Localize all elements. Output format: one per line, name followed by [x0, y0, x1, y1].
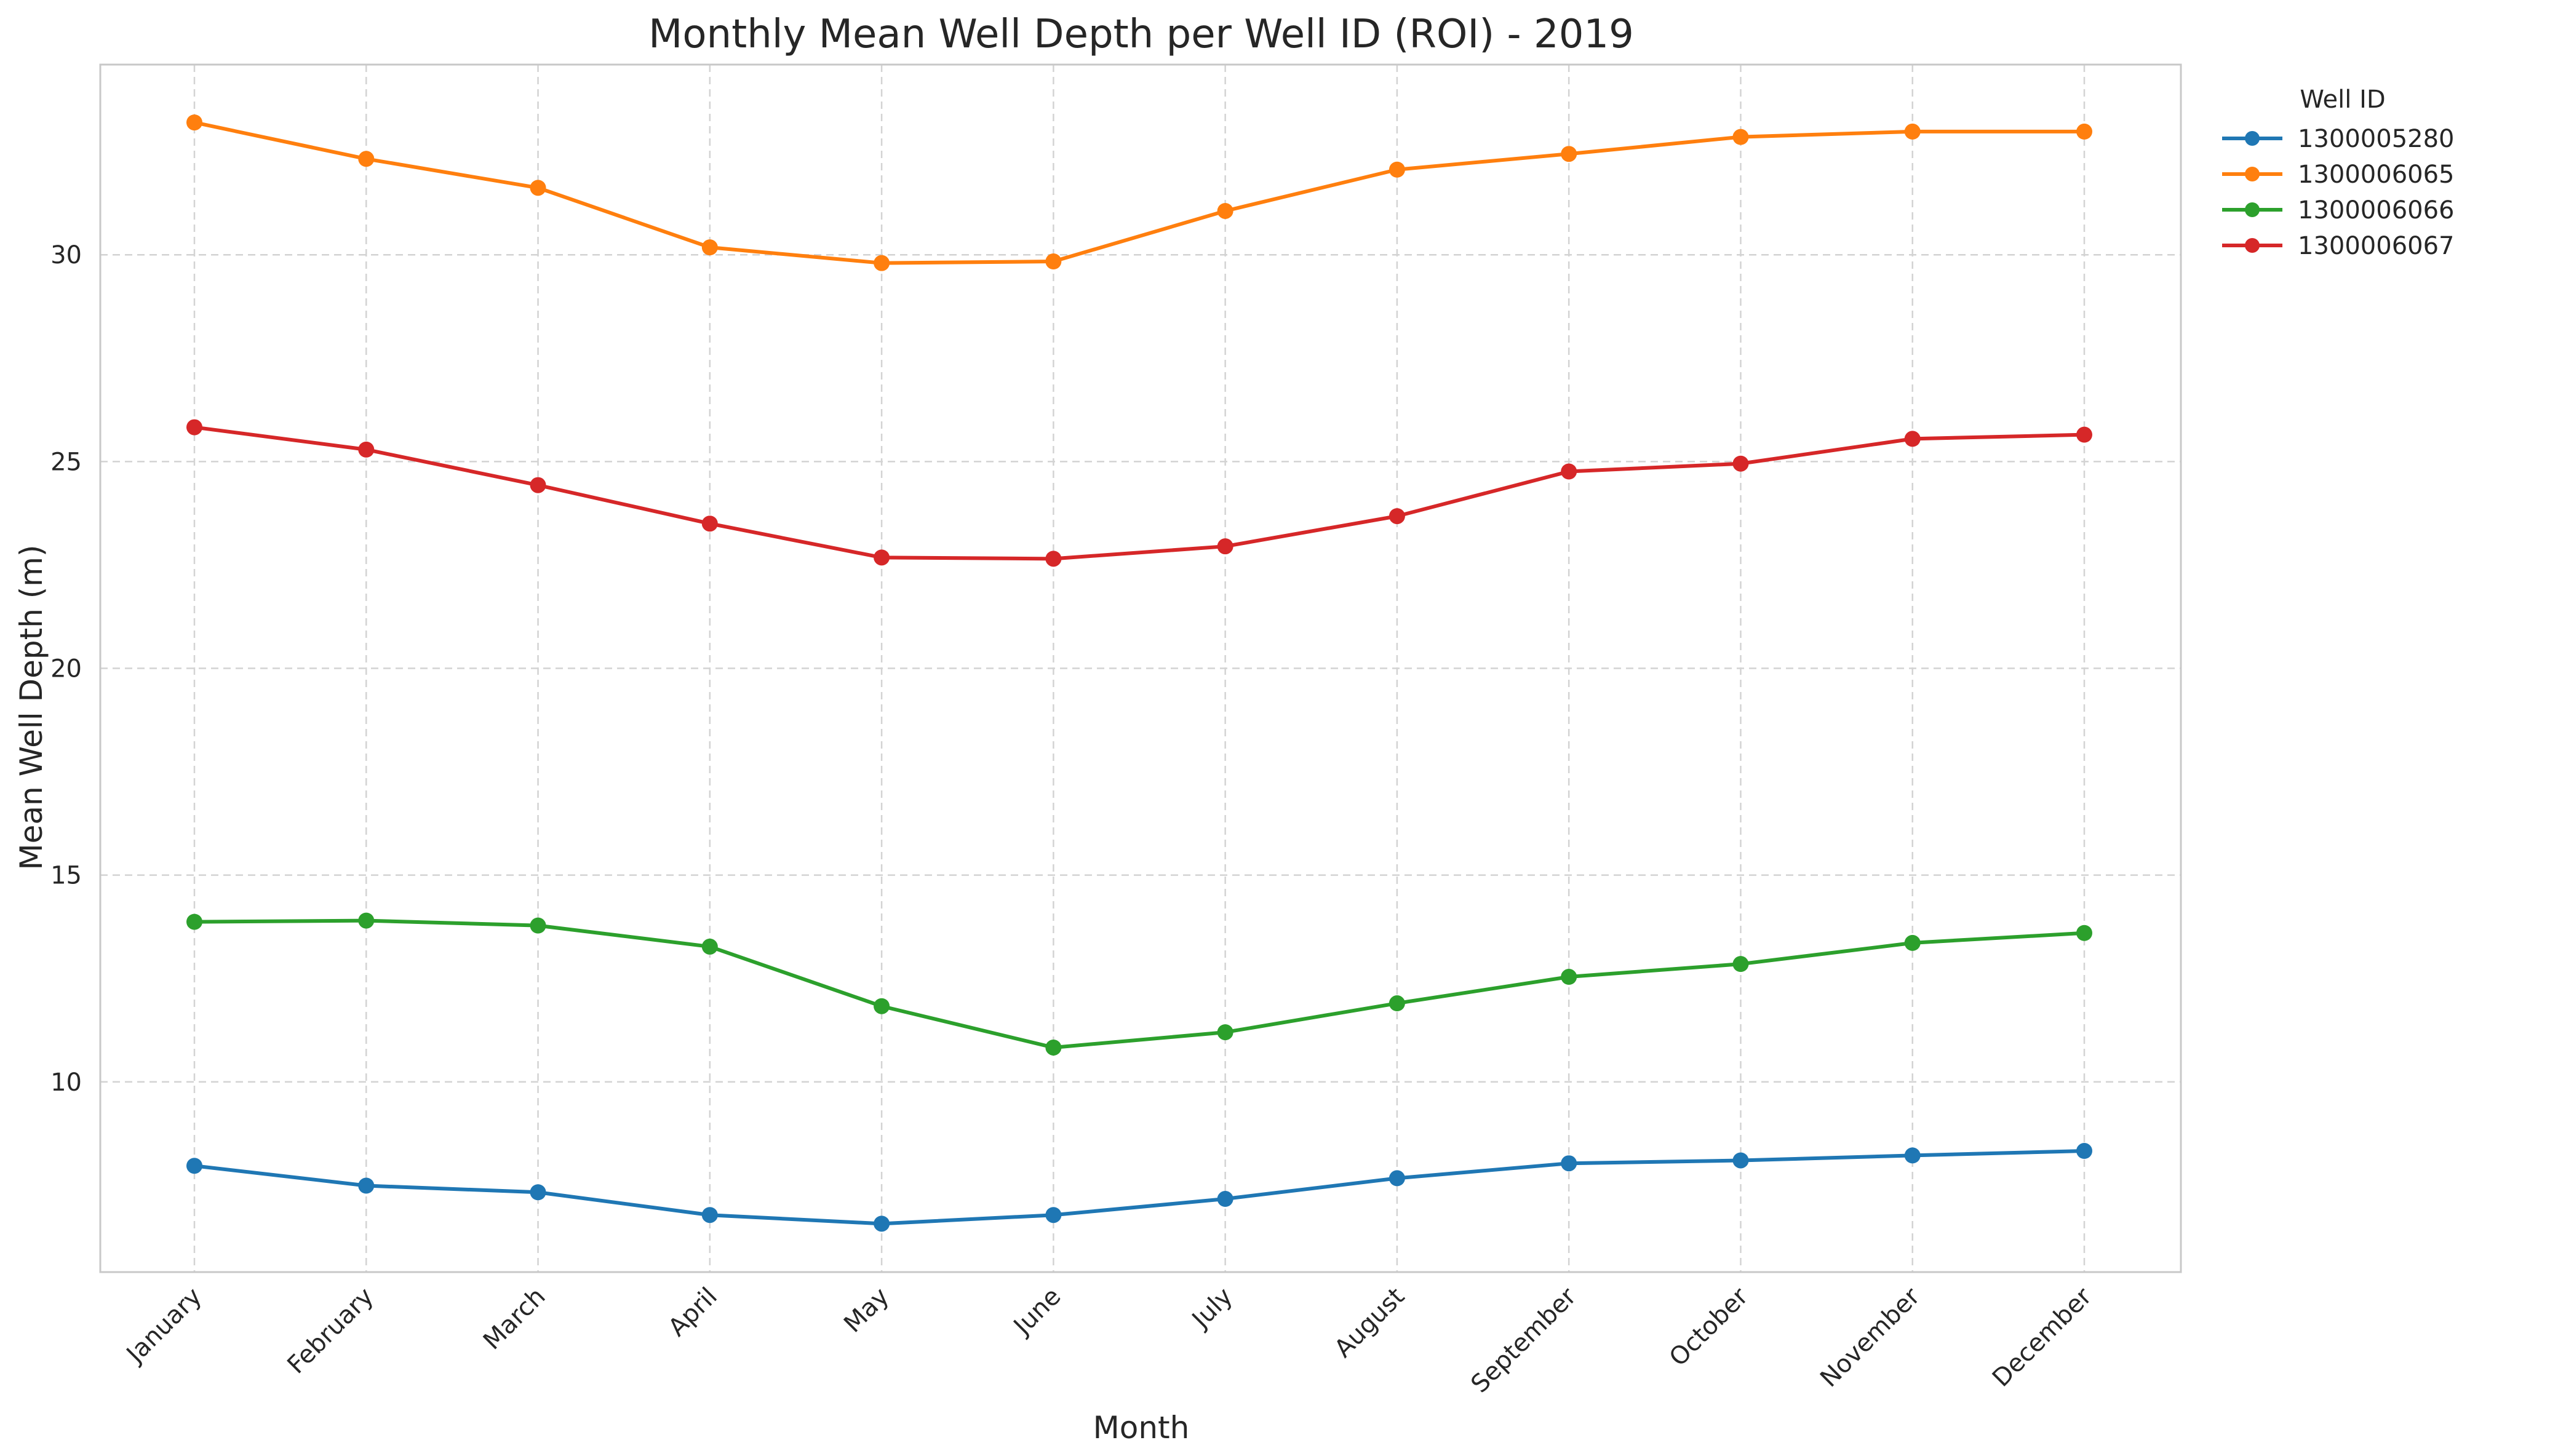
series-1300006066 — [186, 912, 2092, 1056]
legend-item-1300006065[interactable]: 1300006065 — [2222, 161, 2455, 189]
x-tick-label: January — [120, 1283, 207, 1370]
x-tick-label: October — [1664, 1282, 1754, 1372]
data-point — [1904, 431, 1921, 447]
y-axis: 10 15 20 25 30 — [50, 241, 82, 1097]
series-line — [193, 425, 2086, 561]
y-tick-label: 10 — [50, 1068, 82, 1097]
series-layer — [186, 114, 2092, 1232]
data-point — [358, 151, 375, 167]
x-tick-label: September — [1465, 1282, 1582, 1398]
data-point — [701, 515, 718, 532]
data-point — [701, 1207, 718, 1223]
legend-title: Well ID — [2300, 86, 2385, 114]
data-point — [1732, 956, 1749, 973]
x-tick-label: December — [1987, 1282, 2098, 1393]
data-point — [358, 912, 375, 929]
legend-marker — [2245, 167, 2260, 181]
x-tick-label: February — [282, 1283, 379, 1380]
data-point — [2076, 426, 2092, 443]
legend-marker — [2245, 202, 2260, 217]
x-axis: January February March April May June July Augu… — [120, 1282, 2097, 1398]
data-point — [1389, 508, 1405, 525]
y-tick-label: 20 — [50, 655, 82, 683]
data-point — [1561, 463, 1577, 480]
data-point — [2076, 1143, 2092, 1160]
legend-label: 1300005280 — [2298, 125, 2455, 153]
data-point — [186, 1158, 202, 1174]
x-tick-label: July — [1185, 1283, 1238, 1335]
data-point — [1904, 934, 1921, 951]
data-point — [186, 913, 202, 930]
data-point — [1732, 1152, 1749, 1169]
data-point — [701, 239, 718, 256]
x-axis-title: Month — [1093, 1410, 1190, 1446]
plot-area — [99, 63, 2182, 1273]
data-point — [530, 917, 546, 934]
series-1300005280 — [186, 1143, 2092, 1232]
legend-label: 1300006065 — [2298, 161, 2455, 189]
legend[interactable]: Well ID 1300005280 1300006065 1300006066 13… — [2222, 86, 2455, 260]
series-line — [193, 918, 2086, 1049]
y-tick-label: 15 — [50, 862, 82, 890]
data-point — [874, 998, 890, 1014]
data-point — [1904, 1147, 1921, 1164]
y-tick-label: 30 — [50, 241, 82, 269]
data-point — [186, 114, 202, 131]
series-1300006067 — [186, 419, 2092, 567]
data-point — [1732, 455, 1749, 472]
x-tick-label: April — [663, 1283, 723, 1342]
data-point — [1389, 995, 1405, 1012]
series-line — [193, 1149, 2086, 1226]
data-point — [1045, 551, 1062, 567]
legend-item-1300006067[interactable]: 1300006067 — [2222, 232, 2455, 260]
data-point — [186, 419, 202, 436]
gridlines — [100, 65, 2181, 1272]
data-point — [874, 549, 890, 566]
x-tick-label: November — [1815, 1282, 1926, 1393]
legend-label: 1300006066 — [2298, 196, 2455, 225]
legend-label: 1300006067 — [2298, 232, 2455, 260]
legend-marker — [2245, 238, 2260, 253]
x-tick-label: March — [478, 1283, 551, 1356]
chart-title: Monthly Mean Well Depth per Well ID (ROI… — [648, 12, 1634, 57]
x-tick-label: May — [839, 1283, 895, 1339]
data-point — [530, 1184, 546, 1201]
x-tick-label: June — [1007, 1283, 1066, 1342]
legend-item-1300005280[interactable]: 1300005280 — [2222, 125, 2455, 153]
data-point — [1732, 129, 1749, 145]
data-point — [1045, 1039, 1062, 1056]
data-point — [1045, 253, 1062, 269]
legend-marker — [2245, 131, 2260, 146]
data-point — [1217, 538, 1233, 555]
y-axis-title: Mean Well Depth (m) — [14, 545, 49, 870]
data-point — [530, 477, 546, 493]
series-line — [193, 121, 2086, 265]
data-point — [358, 441, 375, 458]
data-point — [1217, 202, 1233, 219]
data-point — [1217, 1191, 1233, 1207]
data-point — [874, 1215, 890, 1232]
data-point — [1389, 1170, 1405, 1187]
data-point — [701, 938, 718, 955]
data-point — [1561, 146, 1577, 162]
data-point — [1389, 161, 1405, 178]
x-tick-label: August — [1329, 1283, 1410, 1364]
data-point — [2076, 123, 2092, 140]
data-point — [358, 1177, 375, 1194]
series-1300006065 — [186, 114, 2092, 271]
data-point — [1904, 123, 1921, 140]
y-tick-label: 25 — [50, 448, 82, 476]
data-point — [874, 255, 890, 271]
data-point — [530, 180, 546, 196]
data-point — [1217, 1024, 1233, 1041]
data-point — [1045, 1207, 1062, 1223]
data-point — [1561, 969, 1577, 985]
data-point — [2076, 925, 2092, 941]
data-point — [1561, 1155, 1577, 1172]
legend-item-1300006066[interactable]: 1300006066 — [2222, 196, 2455, 225]
